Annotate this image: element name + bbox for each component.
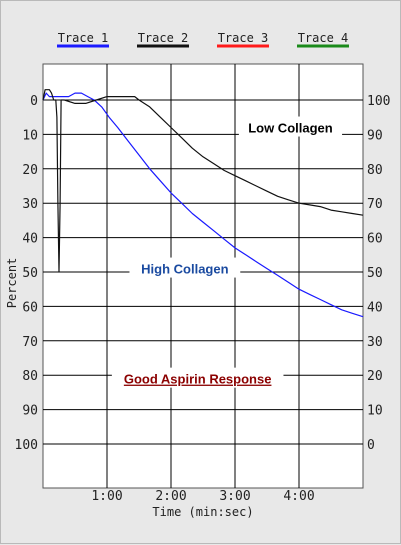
y-tick-left-20: 20: [22, 163, 38, 178]
x-tick-3:00: 3:00: [219, 489, 250, 504]
y-tick-right-100: 100: [367, 94, 390, 109]
legend: Trace 1 Trace 2 Trace 3 Trace 4: [57, 31, 349, 48]
legend-label-2: Trace 2: [138, 31, 189, 45]
x-tick-1:00: 1:00: [91, 489, 122, 504]
x-axis-title: Time (min:sec): [152, 505, 253, 519]
annotation-bg-3: [111, 367, 284, 388]
y-tick-right-90: 90: [367, 128, 383, 143]
y-tick-right-60: 60: [367, 232, 383, 247]
series-line-1: [42, 92, 364, 318]
y-tick-left-10: 10: [22, 128, 38, 143]
y-tick-right-50: 50: [367, 266, 383, 281]
y-tick-right-40: 40: [367, 300, 383, 315]
annotation-1: Low Collagen: [248, 121, 333, 136]
y-tick-right-30: 30: [367, 335, 383, 350]
y-tick-left-90: 90: [22, 404, 38, 419]
y-tick-right-80: 80: [367, 163, 383, 178]
legend-label-3: Trace 3: [218, 31, 269, 45]
y-tick-left-30: 30: [22, 197, 38, 212]
y-tick-right-0: 0: [367, 438, 375, 453]
annotation-bg-1: [238, 116, 343, 137]
y-tick-left-50: 50: [22, 266, 38, 281]
y-tick-right-10: 10: [367, 404, 383, 419]
y-tick-left-70: 70: [22, 335, 38, 350]
y-tick-left-80: 80: [22, 369, 38, 384]
annotation-2: High Collagen: [141, 262, 228, 277]
y-tick-left-0: 0: [30, 94, 38, 109]
annotation-3: Good Aspirin Response: [124, 372, 272, 387]
y-tick-left-60: 60: [22, 300, 38, 315]
x-axis-ticks: 1:00 2:00 3:00 4:00: [91, 489, 314, 504]
y-tick-left-40: 40: [22, 232, 38, 247]
y-tick-left-100: 100: [15, 438, 38, 453]
annotation-bg-2: [129, 257, 241, 278]
x-tick-2:00: 2:00: [155, 489, 186, 504]
y-tick-right-20: 20: [367, 369, 383, 384]
series-layer: [42, 89, 364, 318]
x-tick-4:00: 4:00: [283, 489, 314, 504]
y-axis-title: Percent: [5, 258, 19, 309]
y-tick-right-70: 70: [367, 197, 383, 212]
left-axis-ticks: 0 10 20 30 40 50 60 70 80 90 100: [15, 94, 38, 453]
series-line-2: [42, 89, 364, 273]
annotations: Low Collagen High Collagen Good Aspirin Re…: [111, 116, 343, 388]
legend-label-4: Trace 4: [298, 31, 349, 45]
legend-label-1: Trace 1: [58, 31, 109, 45]
